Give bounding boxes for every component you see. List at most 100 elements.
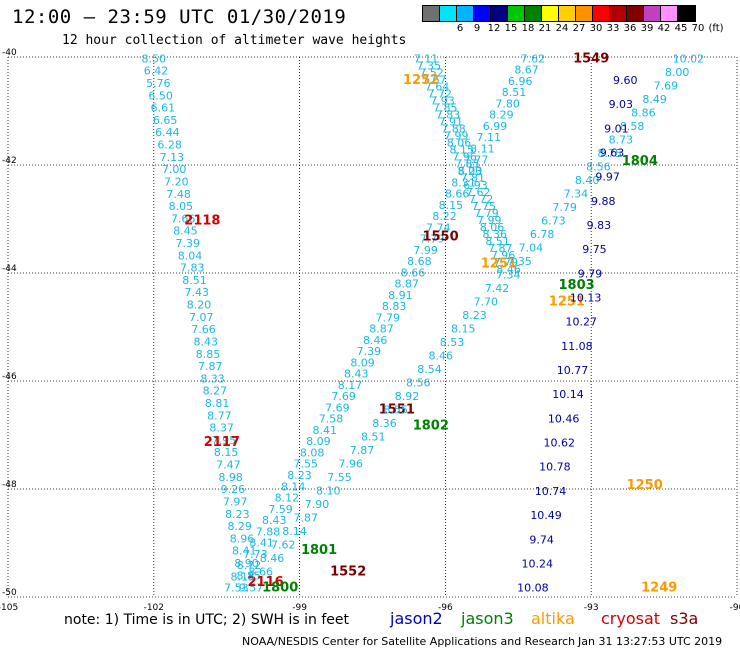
lat-label: -48 [2, 480, 17, 490]
wave-height-value: 8.05 [169, 200, 194, 213]
color-legend-bar [422, 5, 696, 22]
wave-height-value: 7.48 [166, 188, 191, 201]
color-swatch [610, 6, 627, 21]
wave-height-value: 6.73 [541, 214, 566, 227]
wave-height-value: 7.62 [466, 186, 491, 199]
wave-height-value: 8.40 [575, 174, 600, 187]
pass-time-label: 2116 [247, 575, 283, 590]
color-swatch [678, 6, 695, 21]
wave-height-value: 10.02 [673, 52, 705, 65]
wave-height-value: 8.51 [361, 430, 386, 443]
wave-height-value: 9.97 [595, 171, 620, 184]
wave-height-value: 8.20 [187, 299, 212, 312]
wave-height-value: 9.63 [600, 147, 625, 160]
footer-credit: NOAA/NESDIS Center for Satellite Applica… [242, 635, 576, 648]
wave-height-value: 8.83 [382, 300, 407, 313]
wave-height-value: 7.43 [184, 286, 209, 299]
wave-height-value: 8.09 [306, 435, 331, 448]
wave-height-value: 7.00 [162, 163, 187, 176]
pass-time-label: 1250 [627, 478, 663, 493]
wave-height-value: 7.97 [223, 495, 248, 508]
wave-height-value: 7.42 [485, 282, 510, 295]
wave-height-value: 8.29 [227, 520, 252, 533]
wave-height-value: 7.79 [474, 207, 499, 220]
wave-height-value: 6.93 [463, 179, 488, 192]
wave-height-value: 7.96 [452, 151, 477, 164]
wave-height-value: 7.79 [552, 201, 577, 214]
wave-height-value: 8.33 [200, 372, 225, 385]
wave-height-value: 9.26 [221, 483, 246, 496]
wave-height-value: 7.70 [474, 295, 499, 308]
color-swatch [440, 6, 457, 21]
color-swatch [559, 6, 576, 21]
wave-height-value: 8.86 [631, 106, 656, 119]
color-swatch [491, 6, 508, 21]
wave-height-value: 7.07 [189, 311, 214, 324]
wave-height-value: 8.36 [483, 228, 508, 241]
wave-height-value: 8.41 [312, 424, 337, 437]
wave-height-value: 9.01 [604, 122, 629, 135]
pass-time-label: 1552 [330, 564, 366, 579]
wave-height-value: 10.46 [548, 412, 580, 425]
lat-label: -50 [2, 588, 17, 598]
wave-height-value: 8.41 [249, 537, 274, 550]
wave-height-value: 6.44 [155, 126, 180, 139]
color-swatch [644, 6, 661, 21]
wave-height-value: 7.66 [171, 212, 196, 225]
wave-height-value: 9.03 [609, 98, 634, 111]
wave-height-value: 7.53 [224, 582, 249, 595]
wave-height-value: 8.15 [450, 144, 475, 157]
wave-height-value: 8.08 [300, 446, 325, 459]
wave-height-value: 8.00 [458, 165, 483, 178]
wave-height-value: 9.74 [529, 533, 554, 546]
wave-height-value: 7.20 [164, 175, 189, 188]
wave-height-value: 7.62 [271, 538, 296, 551]
wave-height-value: 9.83 [587, 219, 612, 232]
pass-time-label: 1251 [481, 257, 517, 272]
color-swatch [508, 6, 525, 21]
color-legend-tick: 36 [623, 23, 637, 34]
wave-height-value: 6.99 [483, 120, 508, 133]
wave-height-value: 7.79 [494, 256, 519, 269]
wave-height-value: 10.14 [552, 388, 584, 401]
wave-height-value: 8.23 [458, 165, 483, 178]
color-swatch [627, 6, 644, 21]
wave-height-value: 8.56 [586, 160, 611, 173]
color-swatch [542, 6, 559, 21]
wave-height-value: 8.00 [665, 66, 690, 79]
pass-time-label: 1249 [641, 581, 677, 596]
lon-label: -102 [144, 603, 164, 613]
wave-height-value: 8.22 [432, 210, 457, 223]
wave-height-value: 6.42 [144, 65, 169, 78]
wave-height-value: 7.85 [455, 158, 480, 171]
wave-height-value: 7.87 [350, 444, 375, 457]
wave-height-value: 7.87 [488, 242, 513, 255]
wave-height-value: 10.13 [570, 292, 602, 305]
footer-timestamp: Jan 31 13:27:53 UTC 2019 [578, 635, 723, 648]
wave-height-value: 8.37 [209, 422, 234, 435]
wave-height-value: 8.14 [281, 480, 306, 493]
color-swatch [576, 6, 593, 21]
wave-height-value: 8.75 [597, 147, 622, 160]
wave-height-value: 8.66 [248, 565, 273, 578]
pass-time-label: 1804 [622, 154, 658, 169]
color-swatch [423, 6, 440, 21]
wave-height-value: 8.23 [462, 309, 487, 322]
wave-height-value: 8.14 [282, 525, 307, 538]
pass-time-label: 1803 [559, 278, 595, 293]
lat-label: -40 [2, 48, 17, 58]
wave-height-value: 7.55 [294, 458, 319, 471]
wave-height-value: 8.04 [178, 249, 203, 262]
wave-height-value: 8.67 [514, 64, 539, 77]
wave-height-value: 7.67 [422, 73, 447, 86]
lon-label: -99 [292, 603, 307, 613]
wave-height-value: 10.08 [517, 582, 549, 595]
wave-height-value: 10.24 [522, 557, 554, 570]
wave-height-value: 6.50 [148, 89, 173, 102]
color-legend-tick: 9 [473, 23, 481, 34]
wave-height-value: 8.41 [232, 545, 257, 558]
wave-height-value: 10.77 [557, 364, 589, 377]
pass-time-label: 1549 [573, 51, 609, 66]
wave-height-value: 7.77 [464, 154, 489, 167]
lon-label: -105 [0, 603, 18, 613]
